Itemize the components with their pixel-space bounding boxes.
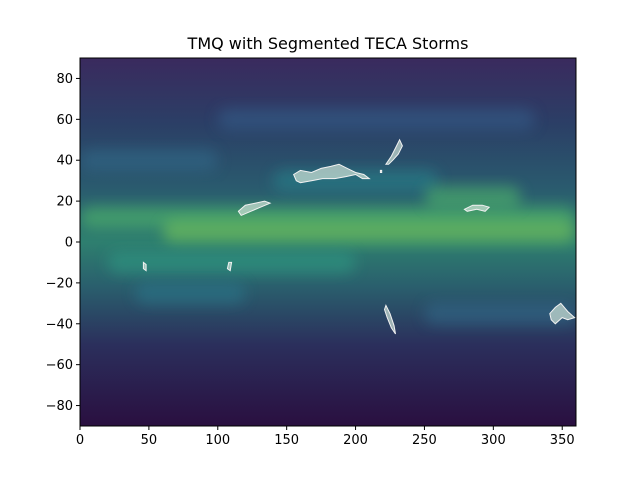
moisture-band [424, 186, 521, 209]
y-tick-label: −60 [46, 358, 73, 373]
storm-region [379, 169, 383, 173]
storm-outlines [142, 138, 576, 335]
x-tick-label: 50 [141, 433, 158, 448]
y-tick-label: 40 [56, 154, 73, 169]
storm-region [226, 261, 233, 272]
y-tick-label: −80 [46, 399, 73, 414]
x-axis: 0 50 100 150 200 250 300 350 [76, 426, 575, 448]
y-tick-label: −40 [46, 317, 73, 332]
x-tick-label: 250 [412, 433, 437, 448]
x-tick-label: 300 [481, 433, 506, 448]
x-tick-label: 100 [205, 433, 230, 448]
moisture-band [135, 282, 246, 305]
x-tick-label: 0 [76, 433, 84, 448]
moisture-band [162, 220, 576, 243]
storm-region [142, 261, 147, 272]
x-tick-label: 200 [343, 433, 368, 448]
x-tick-label: 350 [550, 433, 575, 448]
x-tick-label: 150 [274, 433, 299, 448]
storm-region [237, 200, 272, 217]
chart-title: TMQ with Segmented TECA Storms [187, 34, 469, 53]
storm-region [292, 163, 371, 184]
moisture-band [217, 108, 535, 131]
storm-region [383, 304, 396, 335]
y-tick-label: 60 [56, 113, 73, 128]
y-tick-label: −20 [46, 276, 73, 291]
moisture-band [80, 149, 218, 172]
plot-area [80, 58, 576, 426]
moisture-field [80, 108, 576, 325]
storm-region [463, 204, 491, 212]
y-tick-label: 80 [56, 72, 73, 87]
y-tick-label: 20 [56, 195, 73, 210]
moisture-band [424, 302, 576, 325]
y-tick-label: 0 [65, 236, 73, 251]
y-axis: 80 60 40 20 0 −20 −40 −60 −80 [46, 72, 80, 414]
storm-region [384, 138, 403, 165]
storm-region [549, 302, 576, 325]
